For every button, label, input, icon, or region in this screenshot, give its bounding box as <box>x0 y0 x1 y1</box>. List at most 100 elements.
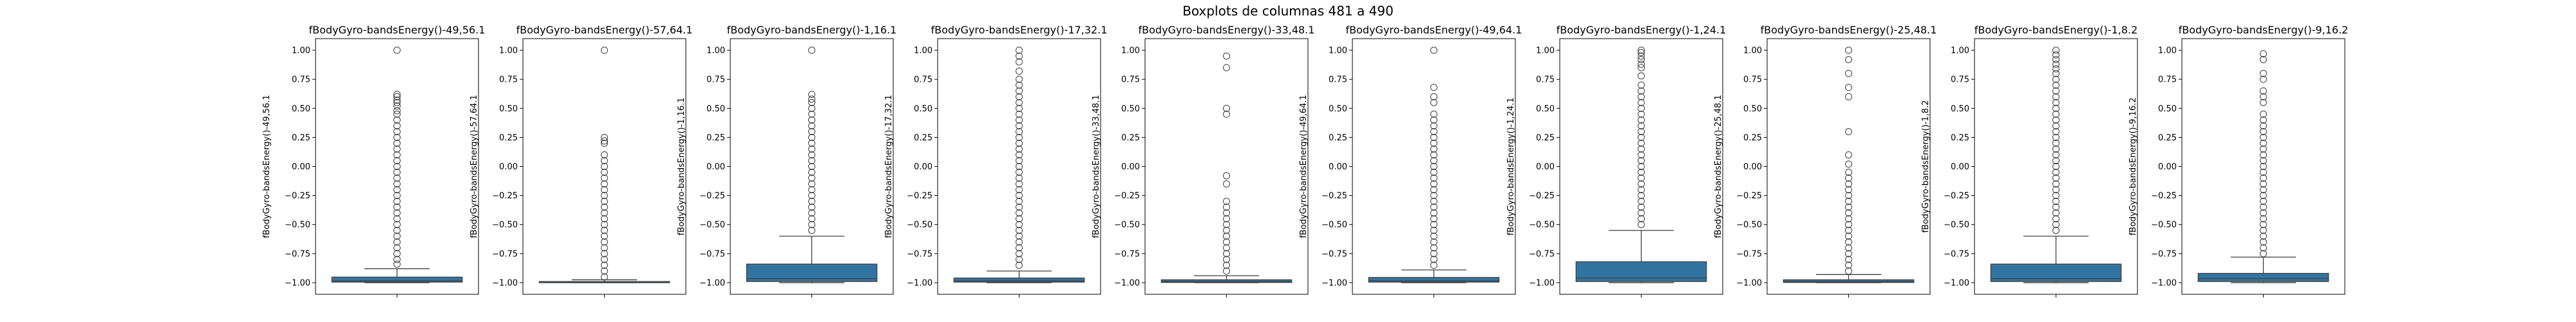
outlier-point <box>1430 261 1437 269</box>
outlier-point <box>2052 192 2060 200</box>
outlier-point <box>393 145 401 153</box>
outlier-point <box>1016 46 1023 54</box>
y-tick-label: 0.00 <box>914 162 933 172</box>
outlier-point <box>1638 133 1645 141</box>
outlier-point <box>1430 180 1437 188</box>
axes-frame <box>315 38 479 295</box>
outlier-point <box>601 198 608 205</box>
y-tick-label: −1.00 <box>699 278 725 288</box>
y-tick-label: 0.75 <box>2158 75 2177 85</box>
outlier-point <box>808 91 815 99</box>
axes-frame <box>1144 38 1309 295</box>
outlier-point <box>808 156 815 164</box>
outlier-point <box>1430 84 1437 91</box>
outlier-point <box>1430 250 1437 258</box>
y-tick-label: −0.50 <box>1944 220 1969 230</box>
outlier-point <box>1845 175 1852 182</box>
y-tick-label: −1.00 <box>1529 278 1555 288</box>
outlier-point <box>2260 55 2267 63</box>
outlier-point <box>1638 215 1645 223</box>
outlier-point <box>1430 169 1437 176</box>
outlier-point <box>2260 250 2267 258</box>
outlier-point <box>393 256 401 263</box>
y-tick-label: −0.50 <box>492 220 518 230</box>
outlier-point <box>1845 46 1852 54</box>
outlier-point <box>393 238 401 246</box>
outlier-point <box>2260 122 2267 129</box>
outlier-point <box>2052 46 2060 54</box>
outlier-point <box>1845 256 1852 263</box>
outlier-point <box>1016 244 1023 252</box>
outlier-point <box>2260 116 2267 124</box>
panels-group: fBodyGyro-bandsEnergy()-49,56.1fBodyGyro… <box>262 24 2348 298</box>
outlier-point <box>393 102 401 110</box>
panel-title: fBodyGyro-bandsEnergy()-17,32.1 <box>931 24 1108 36</box>
axes-frame <box>730 38 894 295</box>
y-tick-label: −0.25 <box>1529 191 1555 201</box>
panel-title: fBodyGyro-bandsEnergy()-33,48.1 <box>1139 24 1315 36</box>
outlier-point <box>1016 133 1023 141</box>
outlier-point <box>2260 227 2267 234</box>
outlier-point <box>1845 209 1852 217</box>
outlier-point <box>808 110 815 118</box>
y-tick-label: 0.00 <box>1536 162 1555 172</box>
outlier-point <box>1430 175 1437 182</box>
y-axis-label: fBodyGyro-bandsEnergy()-1,16.1 <box>677 97 687 235</box>
y-tick-label: −1.00 <box>1321 278 1347 288</box>
outlier-point <box>2260 204 2267 211</box>
outlier-point <box>601 221 608 229</box>
outlier-point <box>2052 221 2060 229</box>
outlier-point <box>393 192 401 200</box>
outlier-point <box>1638 55 1645 63</box>
y-tick-label: −0.50 <box>2151 220 2177 230</box>
outlier-point <box>1223 267 1230 275</box>
outlier-point <box>1016 215 1023 223</box>
outlier-point <box>2052 227 2060 234</box>
outlier-point <box>2260 99 2267 106</box>
outlier-point <box>1223 198 1230 205</box>
outlier-point <box>1016 128 1023 135</box>
outlier-point <box>393 209 401 217</box>
outlier-point <box>393 244 401 252</box>
y-tick-label: −0.75 <box>2151 249 2177 259</box>
y-tick-label: 0.00 <box>706 162 725 172</box>
outlier-point <box>1638 64 1645 71</box>
outlier-point <box>808 99 815 106</box>
outlier-point <box>2260 156 2267 164</box>
outlier-point <box>808 186 815 194</box>
y-tick-label: −0.75 <box>1321 249 1347 259</box>
outlier-point <box>1638 169 1645 176</box>
outlier-point <box>808 209 815 217</box>
outlier-point <box>1430 128 1437 135</box>
y-tick-label: −0.75 <box>699 249 725 259</box>
outlier-point <box>1223 172 1230 180</box>
y-tick-label: 1.00 <box>1951 46 1969 56</box>
panel-10: fBodyGyro-bandsEnergy()-9,16.2 fBodyGyro-… <box>2128 24 2348 298</box>
outlier-point <box>1638 151 1645 158</box>
outlier-point <box>1845 160 1852 168</box>
outlier-point <box>808 46 815 54</box>
outlier-point <box>1845 70 1852 77</box>
outlier-point <box>1016 156 1023 164</box>
outlier-point <box>1845 128 1852 135</box>
axes-frame <box>1352 38 1516 295</box>
outlier-point <box>393 232 401 240</box>
y-tick-label: 0.75 <box>706 75 725 85</box>
y-tick-label: 0.50 <box>1743 104 1762 114</box>
outlier-point <box>808 198 815 205</box>
outlier-point <box>808 128 815 135</box>
y-tick-label: −0.75 <box>1529 249 1555 259</box>
outlier-point <box>2052 215 2060 223</box>
outlier-point <box>1845 84 1852 91</box>
outlier-point <box>1638 122 1645 129</box>
outlier-point <box>808 145 815 153</box>
outlier-point <box>808 139 815 147</box>
panel-title: fBodyGyro-bandsEnergy()-25,48.1 <box>1761 24 1937 36</box>
y-axis-label: fBodyGyro-bandsEnergy()-57,64.1 <box>469 95 479 238</box>
outlier-point <box>1845 55 1852 63</box>
outlier-point <box>1430 163 1437 170</box>
y-tick-label: 1.00 <box>292 46 310 56</box>
outlier-point <box>2052 175 2060 182</box>
outlier-point <box>2052 55 2060 63</box>
